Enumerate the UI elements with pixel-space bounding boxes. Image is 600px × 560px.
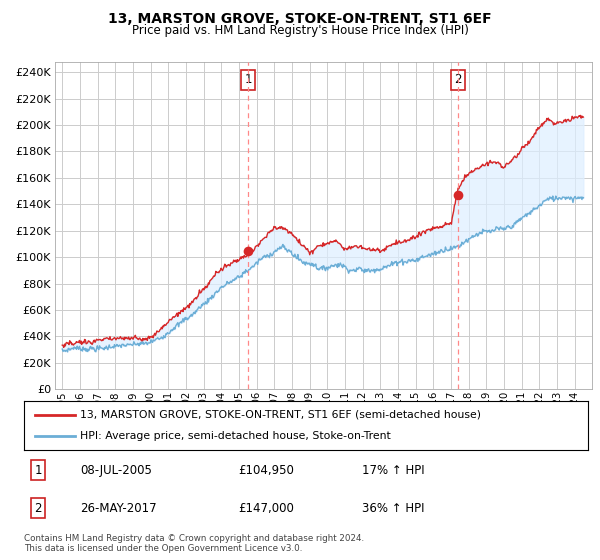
- Text: 2: 2: [34, 502, 42, 515]
- Text: £147,000: £147,000: [238, 502, 294, 515]
- Text: 36% ↑ HPI: 36% ↑ HPI: [362, 502, 425, 515]
- Text: 17% ↑ HPI: 17% ↑ HPI: [362, 464, 425, 477]
- Text: Price paid vs. HM Land Registry's House Price Index (HPI): Price paid vs. HM Land Registry's House …: [131, 24, 469, 37]
- Text: 1: 1: [244, 73, 252, 86]
- Text: HPI: Average price, semi-detached house, Stoke-on-Trent: HPI: Average price, semi-detached house,…: [80, 431, 391, 441]
- Text: 13, MARSTON GROVE, STOKE-ON-TRENT, ST1 6EF: 13, MARSTON GROVE, STOKE-ON-TRENT, ST1 6…: [108, 12, 492, 26]
- Text: Contains HM Land Registry data © Crown copyright and database right 2024.
This d: Contains HM Land Registry data © Crown c…: [24, 534, 364, 553]
- Text: 13, MARSTON GROVE, STOKE-ON-TRENT, ST1 6EF (semi-detached house): 13, MARSTON GROVE, STOKE-ON-TRENT, ST1 6…: [80, 410, 481, 420]
- Text: 2: 2: [454, 73, 462, 86]
- Text: 26-MAY-2017: 26-MAY-2017: [80, 502, 157, 515]
- Text: 08-JUL-2005: 08-JUL-2005: [80, 464, 152, 477]
- Text: 1: 1: [34, 464, 42, 477]
- Text: £104,950: £104,950: [238, 464, 294, 477]
